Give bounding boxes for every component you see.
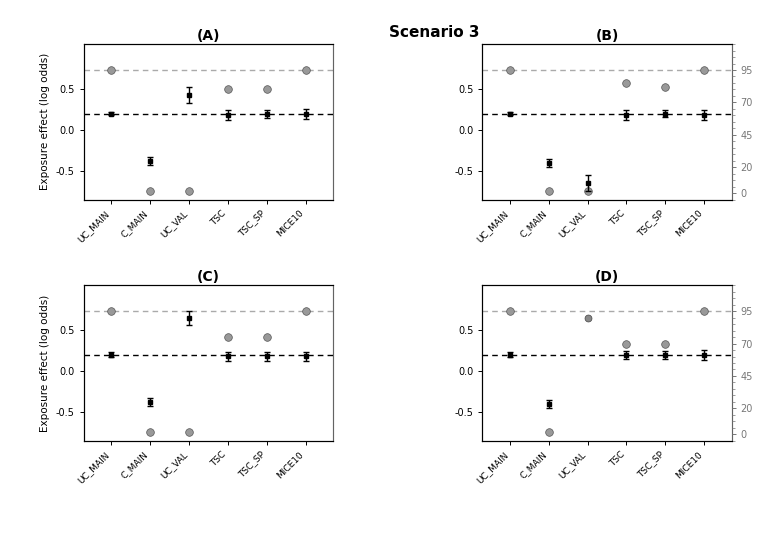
Title: (A): (A) <box>197 29 220 43</box>
Y-axis label: Exposure effect (log odds): Exposure effect (log odds) <box>40 53 50 191</box>
Title: (C): (C) <box>197 270 220 284</box>
Y-axis label: Coverage rate of CI (%): Coverage rate of CI (%) <box>761 61 762 183</box>
Title: (B): (B) <box>595 29 619 43</box>
Y-axis label: Coverage rate of CI (%): Coverage rate of CI (%) <box>761 302 762 424</box>
Title: (D): (D) <box>595 270 619 284</box>
Y-axis label: Exposure effect (log odds): Exposure effect (log odds) <box>40 294 50 431</box>
Text: Scenario 3: Scenario 3 <box>389 25 479 40</box>
